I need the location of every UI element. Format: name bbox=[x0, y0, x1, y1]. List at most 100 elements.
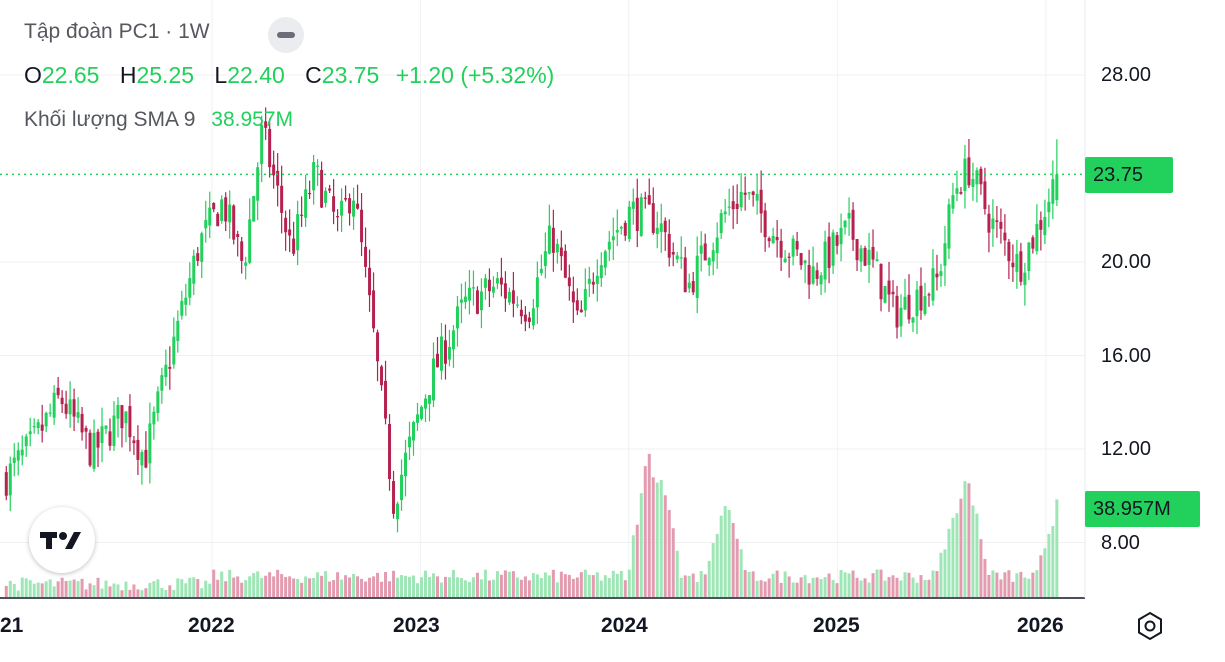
candle-body bbox=[396, 503, 400, 520]
candle-body bbox=[735, 203, 739, 209]
volume-bar bbox=[459, 577, 463, 597]
candle-body bbox=[52, 392, 56, 418]
volume-bar bbox=[96, 577, 100, 597]
volume-bar bbox=[971, 505, 975, 597]
volume-bar bbox=[228, 569, 232, 597]
candle-body bbox=[168, 367, 172, 369]
volume-bar bbox=[755, 580, 759, 597]
volume-bar bbox=[819, 579, 823, 597]
candle-body bbox=[312, 162, 316, 191]
candle-body bbox=[459, 299, 463, 303]
volume-bar bbox=[983, 558, 987, 597]
volume-bar bbox=[56, 581, 60, 597]
volume-bar bbox=[280, 574, 284, 597]
volume-bar bbox=[991, 570, 995, 597]
volume-bar bbox=[703, 574, 707, 597]
volume-bar bbox=[24, 578, 28, 597]
volume-bar bbox=[783, 571, 787, 597]
volume-bar bbox=[360, 578, 364, 597]
candle-body bbox=[435, 353, 439, 368]
candle-body bbox=[647, 195, 651, 205]
candle-body bbox=[747, 192, 751, 194]
candle-body bbox=[447, 346, 451, 360]
volume-bar bbox=[603, 575, 607, 597]
candle-body bbox=[475, 290, 479, 314]
candle-body bbox=[188, 278, 192, 298]
volume-bar bbox=[352, 573, 356, 597]
candle-body bbox=[208, 207, 212, 226]
volume-bar bbox=[807, 583, 811, 597]
candle-body bbox=[551, 227, 555, 253]
candle-body bbox=[667, 233, 671, 258]
candle-body bbox=[1051, 179, 1055, 204]
volume-bar bbox=[244, 580, 248, 597]
candle-body bbox=[991, 218, 995, 229]
candle-body bbox=[256, 167, 260, 201]
volume-bar bbox=[447, 577, 451, 597]
volume-bar bbox=[883, 580, 887, 597]
candle-body bbox=[655, 227, 659, 235]
high-key: H bbox=[119, 62, 137, 88]
candle-body bbox=[815, 270, 819, 279]
candle-body bbox=[855, 239, 859, 261]
candle-body bbox=[543, 251, 547, 267]
candle-body bbox=[344, 198, 348, 200]
y-tick-label: 28.00 bbox=[1101, 64, 1152, 86]
tradingview-logo[interactable] bbox=[29, 507, 95, 573]
candle-body bbox=[915, 289, 919, 317]
x-tick-label: 2022 bbox=[188, 614, 235, 637]
candle-body bbox=[495, 278, 499, 284]
candle-body bbox=[400, 474, 404, 501]
candle-body bbox=[871, 246, 875, 260]
volume-bar bbox=[691, 573, 695, 597]
candle-body bbox=[16, 450, 20, 461]
volume-bar bbox=[799, 577, 803, 597]
volume-bar bbox=[927, 579, 931, 597]
volume-bar bbox=[563, 574, 567, 597]
volume-bar bbox=[1011, 581, 1015, 597]
volume-bar bbox=[423, 570, 427, 597]
volume-bar bbox=[124, 581, 128, 597]
hexagon-settings-icon[interactable] bbox=[1134, 610, 1166, 642]
candle-body bbox=[443, 340, 447, 364]
candle-body bbox=[571, 291, 575, 303]
legend-title-row: Tập đoàn PC1 · 1W bbox=[24, 20, 210, 44]
candle-body bbox=[1043, 216, 1047, 236]
candle-body bbox=[919, 285, 923, 311]
candle-body bbox=[200, 233, 204, 262]
candle-body bbox=[751, 191, 755, 195]
volume-bar bbox=[615, 573, 619, 597]
volume-bar bbox=[803, 575, 807, 597]
candle-body bbox=[591, 281, 595, 285]
candle-body bbox=[80, 413, 84, 433]
candle-body bbox=[995, 220, 999, 223]
volume-bar bbox=[184, 583, 188, 597]
volume-bar bbox=[679, 577, 683, 597]
volume-bar bbox=[623, 580, 627, 597]
candle-body bbox=[120, 405, 124, 429]
volume-bar bbox=[711, 543, 715, 597]
volume-bar bbox=[100, 588, 104, 597]
x-tick-label: 2025 bbox=[813, 614, 860, 637]
candle-body bbox=[76, 412, 80, 418]
volume-bar bbox=[443, 576, 447, 597]
candle-body bbox=[783, 258, 787, 263]
candle-body bbox=[260, 124, 264, 165]
legend-separator: · bbox=[165, 20, 173, 43]
volume-bar bbox=[392, 570, 396, 597]
volume-bar bbox=[1003, 572, 1007, 597]
candle-body bbox=[891, 291, 895, 295]
candle-body bbox=[276, 170, 280, 186]
volume-bar bbox=[116, 584, 120, 597]
candle-body bbox=[879, 263, 883, 300]
volume-bar bbox=[539, 577, 543, 597]
volume-bar bbox=[999, 579, 1003, 597]
volume-bar bbox=[408, 576, 412, 597]
candle-body bbox=[268, 128, 272, 168]
candle-body bbox=[439, 336, 443, 371]
candle-body bbox=[1055, 174, 1059, 201]
close-key: C bbox=[305, 62, 322, 88]
candle-body bbox=[376, 332, 380, 362]
collapse-legend-button[interactable] bbox=[268, 17, 304, 53]
